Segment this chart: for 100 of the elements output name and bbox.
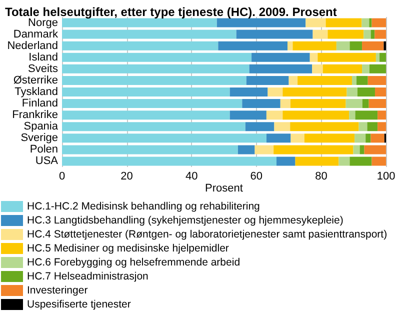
bar: [336, 41, 350, 50]
y-tick-label: Polen: [30, 144, 58, 156]
bar: [355, 110, 378, 120]
bar: [370, 134, 384, 143]
y-tick-label: Sveits: [28, 62, 58, 75]
bar: [372, 156, 386, 166]
bar: [62, 52, 252, 62]
bar: [298, 76, 352, 85]
bar: [366, 134, 371, 143]
bar: [362, 18, 370, 28]
bar: [362, 64, 370, 74]
bar: [369, 64, 386, 74]
chart-title: Totale helseutgifter, etter type tjeneste (HC). 2009. Prosent: [5, 5, 337, 19]
y-tick-label: Finland: [22, 98, 58, 110]
y-tick-label: Island: [28, 51, 58, 64]
bar: [349, 110, 356, 120]
bar: [378, 110, 386, 120]
y-tick-label: Danmark: [13, 28, 58, 40]
bar: [369, 18, 372, 28]
bar: [288, 41, 293, 50]
x-axis-title: Prosent: [205, 182, 243, 194]
y-tick-label: USA: [35, 155, 59, 168]
bar: [62, 41, 218, 50]
bar: [266, 110, 283, 120]
bar: [62, 88, 230, 96]
bar: [312, 64, 323, 74]
bar: [246, 76, 289, 85]
bar: [290, 99, 346, 108]
legend-label: HC.4 Støttetjenester (Røntgen- og laboratorietjenester samt pasienttransport): [27, 228, 388, 240]
bar: [290, 134, 304, 143]
bar: [282, 88, 347, 96]
bar: [62, 134, 266, 143]
bar: [238, 145, 255, 154]
y-tick-label: Tyskland: [14, 86, 58, 98]
bar: [62, 99, 242, 108]
legend-label: HC.1-HC.2 Medisinsk behandling og rehabilitering: [27, 200, 260, 212]
legend-label: HC.7 Helseadministrasjon: [27, 270, 149, 282]
y-tick-label: Nederland: [7, 40, 58, 52]
legend-label: Uspesifiserte tjenester: [27, 298, 132, 310]
bar: [62, 156, 276, 166]
bar: [364, 145, 386, 154]
legend-label: HC.3 Langtidsbehandling (sykehjemstjenester og hjemmesykepleie): [27, 214, 344, 226]
bar: [230, 88, 268, 96]
x-tick-label: 100: [376, 170, 396, 182]
bar: [218, 41, 288, 50]
bar: [62, 110, 230, 120]
legend-label: HC.6 Forebygging og helsefremmende arbeid: [27, 256, 240, 268]
legend-label: HC.5 Medisiner og medisinske hjelpemidler: [27, 242, 230, 254]
bar: [346, 99, 362, 108]
bar: [310, 52, 318, 62]
bar: [352, 76, 357, 85]
bar: [380, 52, 386, 62]
bar: [274, 122, 290, 132]
bar: [62, 18, 217, 28]
bar: [360, 145, 364, 154]
bar: [266, 134, 291, 143]
bar: [282, 110, 350, 120]
bar: [353, 145, 360, 154]
bar: [322, 64, 362, 74]
bar: [230, 110, 266, 120]
bar: [245, 122, 274, 132]
bar: [350, 156, 372, 166]
y-tick-label: Norge: [28, 16, 58, 29]
bar: [338, 156, 350, 166]
bar: [357, 88, 375, 96]
bar: [216, 18, 306, 28]
x-tick-label: 40: [185, 170, 198, 182]
bar: [306, 18, 326, 28]
bar: [376, 52, 380, 62]
bar: [290, 122, 359, 132]
bar: [236, 30, 313, 39]
bar: [346, 88, 358, 96]
bar: [370, 30, 375, 39]
bar: [358, 122, 368, 132]
bar: [62, 145, 238, 154]
bar: [368, 76, 386, 85]
bar: [274, 145, 354, 154]
legend-label: Investeringer: [27, 284, 88, 296]
bar: [372, 18, 386, 28]
y-tick-label: Sverige: [20, 132, 58, 144]
bar: [374, 88, 386, 96]
x-tick-label: 60: [250, 170, 263, 182]
bar: [288, 76, 298, 85]
bar: [280, 99, 290, 108]
bar: [362, 99, 369, 108]
bar: [62, 64, 250, 74]
bar: [350, 41, 362, 50]
bar: [326, 18, 362, 28]
bar: [378, 122, 386, 132]
bar: [312, 30, 328, 39]
bar: [268, 88, 283, 96]
bar: [354, 134, 366, 143]
bar: [374, 30, 386, 39]
bar: [292, 41, 336, 50]
bar: [328, 30, 364, 39]
bar: [368, 99, 386, 108]
bar: [62, 122, 246, 132]
bar: [249, 64, 312, 74]
bar: [254, 145, 274, 154]
bar: [276, 156, 296, 166]
